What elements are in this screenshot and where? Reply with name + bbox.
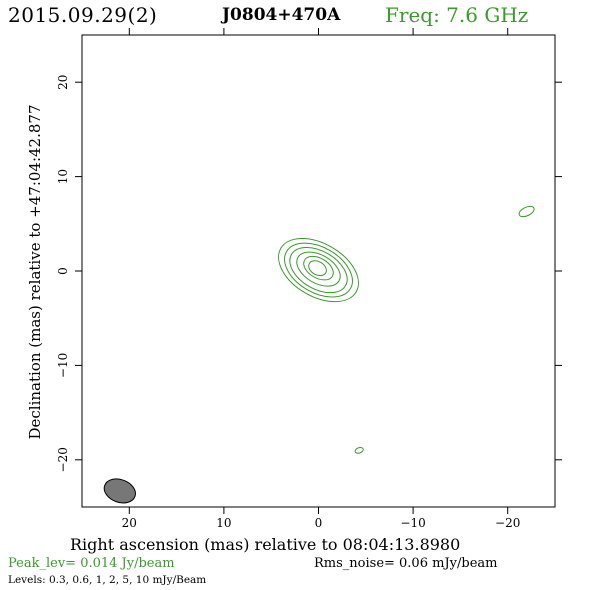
- contour-level: [296, 251, 341, 287]
- x-tick-label: 0: [315, 516, 323, 530]
- y-tick-label: 20: [56, 75, 70, 90]
- y-tick-label: 0: [56, 267, 70, 275]
- source-name: J0804+470A: [222, 5, 341, 25]
- beam-group: [103, 478, 136, 504]
- x-tick-label: 10: [216, 516, 231, 530]
- contour-group: [278, 205, 535, 454]
- contour-level: [284, 242, 353, 298]
- x-tick-label: 20: [122, 516, 137, 530]
- y-tick-label: −20: [56, 447, 70, 472]
- noise-contour: [354, 446, 364, 454]
- frequency-label: Freq: 7.6 GHz: [385, 3, 529, 27]
- contour-level: [308, 260, 327, 277]
- x-tick-label: −10: [400, 516, 425, 530]
- plot-frame: [81, 34, 556, 508]
- y-tick-label: −10: [56, 353, 70, 378]
- rms-noise: Rms_noise= 0.06 mJy/beam: [314, 556, 498, 571]
- peak-level: Peak_lev= 0.014 Jy/beam: [8, 556, 175, 571]
- x-tick-label: −20: [495, 516, 520, 530]
- contour-level: [289, 246, 348, 294]
- contour-level: [303, 255, 334, 281]
- contour-level: [278, 237, 359, 303]
- axis-tick-labels: 20 10 0 −10 −20 20 10 0 −10 −20: [56, 75, 520, 530]
- x-axis-label: Right ascension (mas) relative to 08:04:…: [70, 535, 461, 554]
- epoch-date: 2015.09.29(2): [8, 3, 158, 27]
- y-axis-label: Declination (mas) relative to +47:04:42.…: [26, 104, 44, 440]
- beam-ellipse: [103, 478, 136, 504]
- contour-levels: Levels: 0.3, 0.6, 1, 2, 5, 10 mJy/Beam: [8, 574, 207, 586]
- noise-contour: [518, 205, 535, 218]
- axis-ticks: [75, 28, 562, 514]
- y-tick-label: 10: [56, 169, 70, 184]
